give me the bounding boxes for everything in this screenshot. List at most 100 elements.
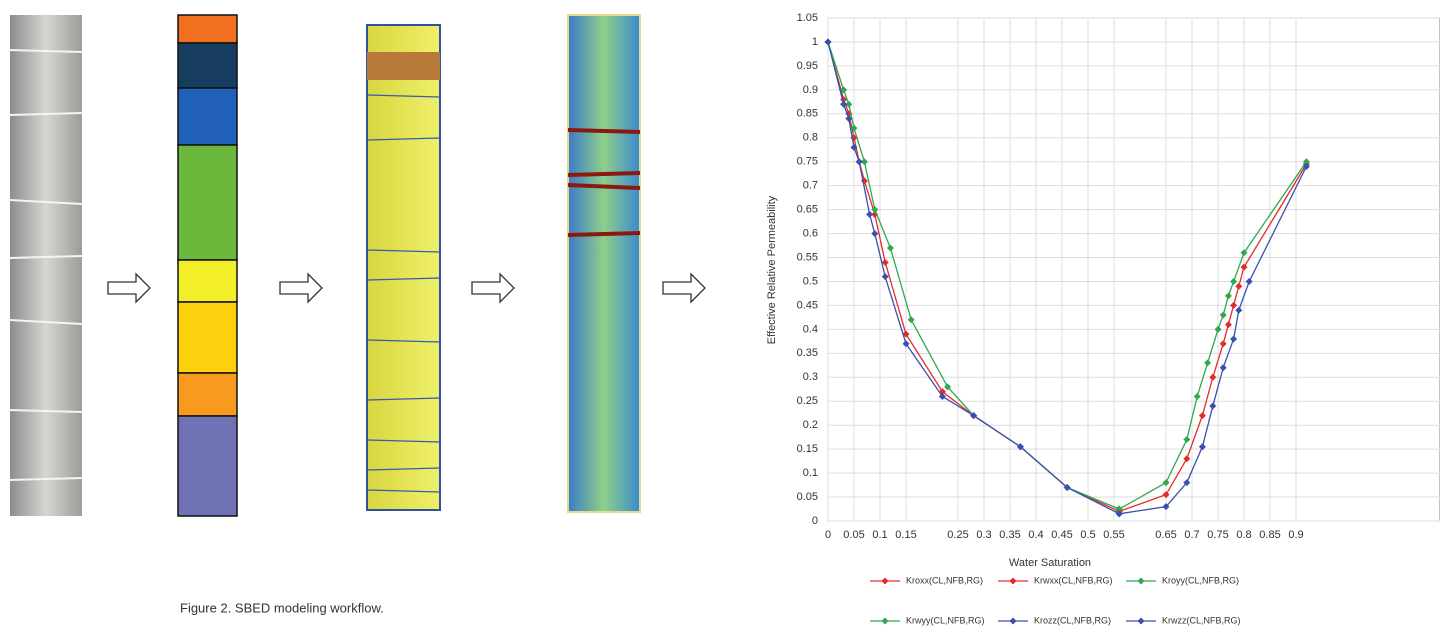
data-point [1224, 321, 1232, 329]
data-point [1235, 282, 1243, 290]
y-tick-label: 0.95 [797, 60, 818, 72]
x-tick-label: 0.15 [895, 529, 916, 541]
x-tick-label: 0.25 [947, 529, 968, 541]
y-tick-label: 0 [812, 515, 818, 527]
legend-label: Krwzz(CL,NFB,RG) [1162, 615, 1241, 625]
data-point [1115, 505, 1123, 513]
data-point [1230, 335, 1238, 343]
data-point [840, 86, 848, 94]
x-tick-label: 0.35 [999, 529, 1020, 541]
y-tick-label: 0.1 [803, 467, 818, 479]
data-point [886, 244, 894, 252]
x-tick-label: 0.85 [1259, 529, 1280, 541]
x-tick-label: 0.65 [1155, 529, 1176, 541]
y-tick-label: 0.65 [797, 204, 818, 216]
series-line [1119, 166, 1307, 515]
data-point [1240, 249, 1248, 257]
data-point [1219, 340, 1227, 348]
data-point [855, 158, 863, 166]
y-tick-label: 0.5 [803, 275, 818, 287]
data-point [881, 273, 889, 281]
data-point [1302, 163, 1310, 171]
data-point [1214, 325, 1222, 333]
x-tick-label: 0.8 [1236, 529, 1251, 541]
data-point [1209, 373, 1217, 381]
model-3d-yellow [366, 24, 441, 511]
data-point [871, 206, 879, 214]
data-point [1063, 483, 1071, 491]
data-point [944, 383, 952, 391]
data-point [1183, 455, 1191, 463]
data-point [1198, 443, 1206, 451]
y-tick-label: 0.25 [797, 395, 818, 407]
x-tick-label: 0.1 [872, 529, 887, 541]
legend-label: Kroxx(CL,NFB,RG) [906, 575, 983, 585]
legend-label: Krwxx(CL,NFB,RG) [1034, 575, 1113, 585]
y-tick-label: 0.6 [803, 227, 818, 239]
model-3d-blue [567, 14, 641, 513]
y-tick-label: 0.4 [803, 323, 818, 335]
y-tick-label: 0.75 [797, 156, 818, 168]
data-point [850, 143, 858, 151]
legend-marker [1137, 617, 1145, 625]
plot-frame [827, 17, 1440, 522]
series-line [827, 41, 1120, 513]
data-point [1183, 479, 1191, 487]
x-tick-label: 0 [825, 529, 831, 541]
data-point [1219, 364, 1227, 372]
series-line [827, 41, 1120, 510]
data-point [1016, 443, 1024, 451]
x-tick-label: 0.45 [1051, 529, 1072, 541]
data-point [1235, 306, 1243, 314]
y-tick-label: 0.35 [797, 347, 818, 359]
caption: Figure 2. SBED modeling workflow. [180, 600, 384, 615]
x-tick-label: 0.7 [1184, 529, 1199, 541]
data-point [881, 258, 889, 266]
y-tick-label: 0.9 [803, 84, 818, 96]
data-point [902, 340, 910, 348]
series-line [1118, 163, 1307, 513]
data-point [1224, 292, 1232, 300]
data-point [1209, 402, 1217, 410]
x-tick-label: 0.4 [1028, 529, 1043, 541]
data-point [845, 115, 853, 123]
data-point [1245, 277, 1253, 285]
series-line [1118, 161, 1307, 510]
x-tick-label: 0.3 [976, 529, 991, 541]
x-tick-label: 0.05 [843, 529, 864, 541]
legend-label: Krozz(CL,NFB,RG) [1034, 615, 1111, 625]
data-point [1115, 510, 1123, 518]
y-tick-label: 0.45 [797, 299, 818, 311]
data-point [871, 230, 879, 238]
arrows [107, 272, 706, 304]
x-tick-label: 0.9 [1288, 529, 1303, 541]
data-point [938, 392, 946, 400]
data-point [1230, 301, 1238, 309]
legend-label: Krwyy(CL,NFB,RG) [906, 615, 985, 625]
y-tick-label: 0.05 [797, 491, 818, 503]
data-point [845, 100, 853, 108]
data-point [824, 38, 832, 46]
legend-marker [1009, 617, 1017, 625]
legend-marker [881, 577, 889, 585]
x-tick-label: 0.75 [1207, 529, 1228, 541]
data-point [1162, 491, 1170, 499]
core-photo [9, 15, 83, 516]
data-point [1183, 436, 1191, 444]
data-point [1193, 392, 1201, 400]
data-point [970, 412, 978, 420]
y-tick-label: 0.85 [797, 108, 818, 120]
y-tick-label: 1 [812, 36, 818, 48]
x-tick-label: 0.55 [1103, 529, 1124, 541]
y-tick-label: 0.55 [797, 251, 818, 263]
y-tick-label: 1.05 [797, 12, 818, 24]
legend-marker [881, 617, 889, 625]
x-axis-title: Water Saturation [1009, 557, 1091, 569]
data-point [1162, 503, 1170, 511]
legend-label: Kroyy(CL,NFB,RG) [1162, 575, 1239, 585]
series-line [827, 41, 1120, 515]
x-tick-label: 0.5 [1080, 529, 1095, 541]
legend-marker [1137, 577, 1145, 585]
